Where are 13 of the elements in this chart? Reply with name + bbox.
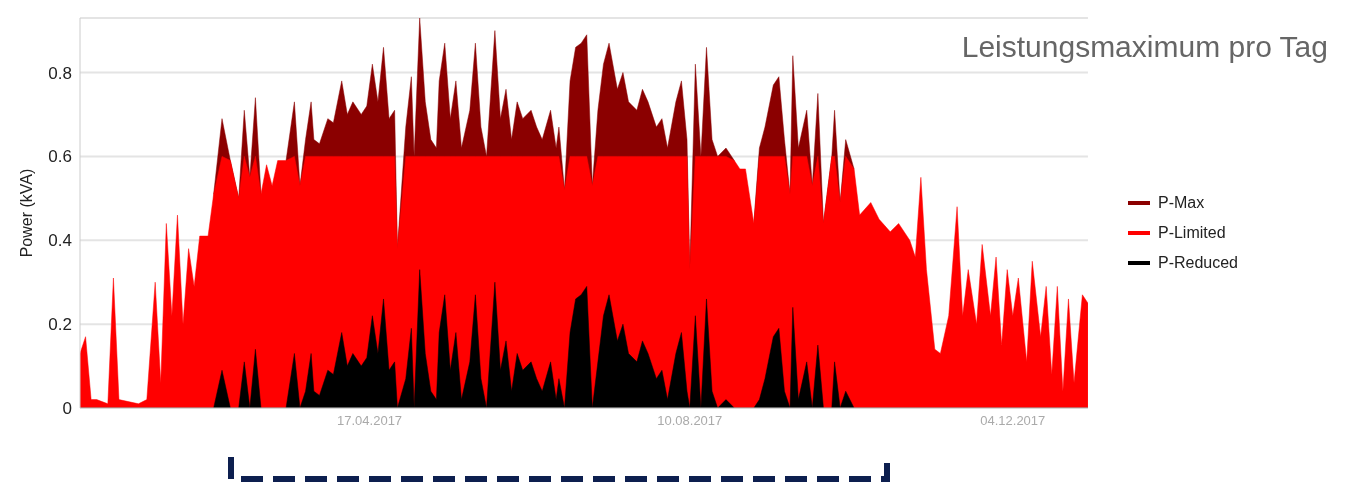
- y-tick-label: 0.8: [48, 63, 72, 83]
- y-tick-label: 0: [62, 399, 72, 419]
- y-axis-title: Power (kVA): [17, 168, 35, 258]
- legend-label: P-Max: [1157, 193, 1205, 213]
- x-tick-label: 04.12.2017: [980, 413, 1046, 429]
- chart-title: Leistungsmaximum pro Tag: [961, 30, 1328, 64]
- legend-label: P-Limited: [1157, 223, 1226, 243]
- y-tick-label: 0.2: [48, 315, 72, 335]
- y-tick-label: 0.4: [48, 231, 72, 251]
- legend-label: P-Reduced: [1157, 253, 1238, 273]
- x-tick-label: 17.04.2017: [337, 413, 403, 429]
- y-tick-label: 0.6: [48, 147, 72, 167]
- x-tick-label: 10.08.2017: [657, 413, 723, 429]
